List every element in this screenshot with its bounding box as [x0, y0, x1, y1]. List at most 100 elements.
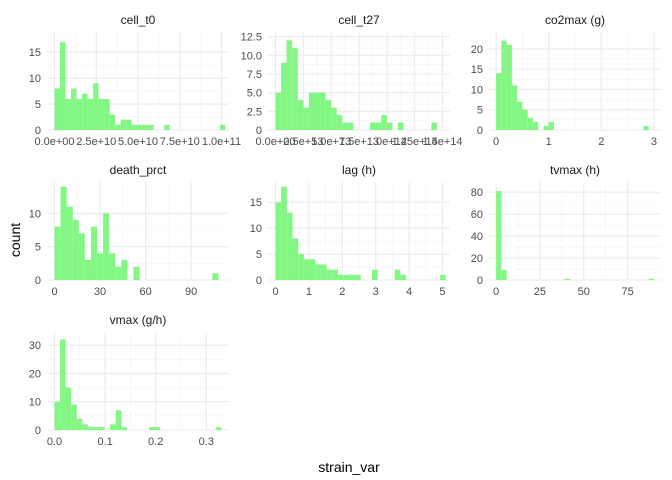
histogram-bars [496, 40, 649, 130]
y-tick-label: 0 [477, 125, 483, 137]
histogram-bar [104, 98, 110, 130]
histogram-bar [336, 115, 343, 130]
panel-background [47, 332, 229, 430]
y-tick-label: 15 [29, 47, 41, 59]
histogram-bar [543, 125, 549, 130]
x-tick-label: 2 [339, 286, 345, 298]
x-tick-label: 0.3 [199, 436, 214, 448]
panel-background [489, 182, 661, 280]
histogram-bar [212, 273, 219, 280]
histogram-bar [275, 92, 282, 130]
facet-panel-2: cell_t27 0 2.5 5.0 7.5 10.0 12.5 0.0e+002.5e+13… [241, 13, 463, 148]
x-tick-label: 0.2 [148, 436, 163, 448]
x-tick-label: 0.1 [97, 436, 112, 448]
histogram-bar [275, 202, 282, 280]
histogram-bar [349, 274, 355, 280]
y-tick-label: 0 [35, 425, 41, 437]
histogram-bar [82, 93, 88, 130]
histogram-bar [60, 186, 67, 280]
histogram-bar [548, 121, 554, 130]
y-tick-label: 5 [35, 242, 41, 254]
histogram-bar [65, 387, 72, 430]
histogram-bar [82, 424, 88, 430]
histogram-bar [303, 259, 310, 280]
histogram-bar [381, 115, 387, 130]
histogram-bar [440, 274, 446, 280]
facet-panel-4: death_prct 0 5 10 0 30 60 90 [29, 163, 229, 298]
histogram-bar [343, 274, 350, 280]
x-tick-label: 0 [493, 286, 499, 298]
histogram-bar [78, 233, 85, 280]
y-tick-label: 80 [471, 187, 483, 199]
minor-gridlines [47, 332, 229, 430]
y-tick-label: 10 [29, 208, 41, 220]
y-tick-label: 10 [29, 397, 41, 409]
histogram-bar [219, 124, 226, 130]
histogram-bar [506, 44, 512, 130]
histogram-bar [121, 427, 127, 430]
x-tick-label: 2 [598, 136, 604, 148]
y-tick-label: 0 [35, 275, 41, 287]
histogram-bar [71, 88, 77, 130]
y-tick-label: 12.5 [241, 32, 262, 44]
facet-title: cell_t27 [338, 13, 380, 27]
y-tick-label: 5.0 [247, 88, 262, 100]
x-tick-label: 0 [272, 286, 278, 298]
x-tick-label: 2.5e+13 [283, 136, 323, 148]
histogram-bar [115, 124, 121, 130]
histogram-bar [354, 274, 361, 280]
histogram-bar [126, 119, 132, 130]
facet-title: vmax (g/h) [110, 313, 167, 327]
x-tick-label: 0 [51, 286, 57, 298]
histogram-bar [71, 404, 77, 430]
x-tick-label: 0.0 [47, 436, 62, 448]
histogram-bar [397, 122, 404, 130]
histogram-bar [54, 401, 61, 430]
histogram-bar [648, 278, 654, 280]
facet-title: death_prct [110, 163, 167, 177]
histogram-bar [370, 122, 376, 130]
histogram-bar [148, 124, 154, 130]
x-tick-label: 7.5e+10 [160, 136, 200, 148]
histogram-bar [149, 427, 155, 430]
x-tick-label: 50 [578, 286, 590, 298]
histogram-bar [109, 253, 116, 280]
facet-panel-6: tvmax (h) 0 20 40 60 80 0 25 50 75 [471, 163, 661, 298]
histogram-bar [93, 83, 99, 130]
y-tick-label: 10.0 [241, 50, 262, 62]
histogram-bar [326, 269, 333, 280]
x-tick-label: 1.0e+14 [367, 136, 407, 148]
histogram-bar [303, 107, 309, 130]
histogram-bar [76, 98, 83, 130]
histogram-bar [281, 62, 287, 130]
y-tick-label: 0 [35, 125, 41, 137]
x-tick-label: 90 [185, 286, 197, 298]
histogram-bar [431, 122, 437, 130]
histogram-bar [66, 206, 73, 280]
histogram-bar [84, 260, 91, 280]
histogram-bar [98, 98, 105, 130]
x-tick-label: 1 [546, 136, 552, 148]
histogram-bar [154, 427, 161, 430]
x-tick-label: 5.0e+10 [118, 136, 158, 148]
histogram-bar [54, 88, 61, 130]
histogram-bar [97, 253, 104, 280]
y-tick-label: 20 [471, 253, 483, 265]
facet-panel-7: vmax (g/h) 0 10 20 30 0.0 0.1 0.2 0.3 [29, 313, 229, 448]
histogram-bar [496, 73, 502, 130]
histogram-bar [347, 122, 354, 130]
histogram-bar [120, 119, 127, 130]
histogram-bar [60, 41, 66, 130]
histogram-bar [400, 274, 407, 280]
histogram-bar [110, 424, 116, 430]
histogram-bar [315, 264, 321, 280]
x-tick-label: 75 [621, 286, 633, 298]
minor-gridlines [489, 182, 661, 280]
histogram-bar [292, 238, 299, 280]
histogram-bar [121, 260, 128, 280]
histogram-bar [72, 220, 79, 280]
x-tick-label: 1.0e+11 [202, 136, 241, 148]
y-tick-label: 60 [471, 209, 483, 221]
x-tick-label: 5.0e+13 [311, 136, 351, 148]
